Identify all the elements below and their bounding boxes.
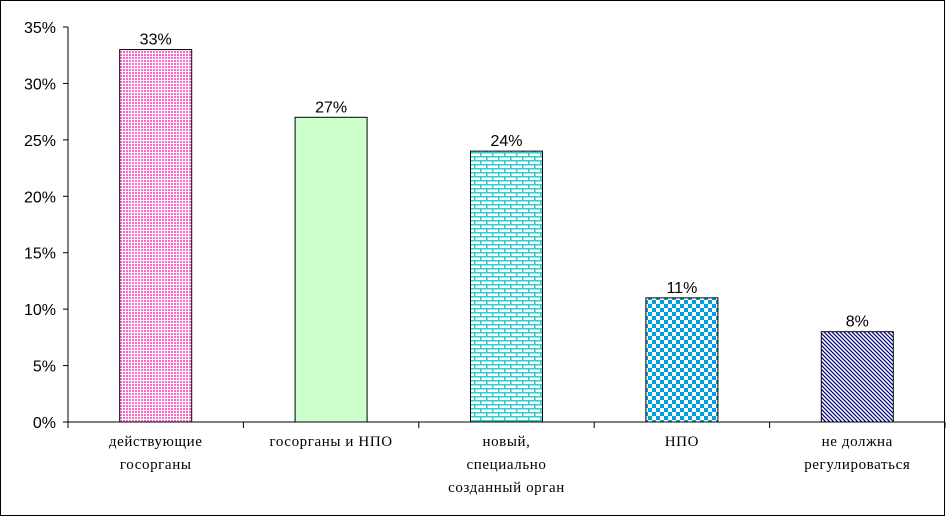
- y-tick-label: 0%: [33, 415, 56, 432]
- bar: [470, 150, 543, 423]
- y-tick-label: 5%: [33, 359, 56, 376]
- data-label: 8%: [846, 314, 869, 331]
- data-label: 11%: [666, 280, 697, 297]
- x-tick-label: действующие: [109, 434, 203, 450]
- x-tick-label: госорганы: [120, 457, 192, 473]
- y-tick-label: 15%: [24, 246, 56, 263]
- bar: [820, 331, 894, 423]
- x-tick-label: НПО: [665, 434, 699, 450]
- x-tick-label: регулироваться: [804, 457, 910, 473]
- data-label: 27%: [315, 99, 347, 116]
- y-tick-label: 35%: [24, 20, 56, 37]
- x-tick-label: созданный орган: [448, 480, 565, 496]
- x-tick-label: новый,: [482, 434, 530, 450]
- x-tick-label: госорганы и НПО: [269, 434, 392, 450]
- y-tick-label: 25%: [24, 133, 56, 150]
- x-tick-label: специально: [466, 457, 546, 473]
- data-label: 33%: [140, 32, 172, 49]
- bar: [119, 49, 193, 423]
- y-tick-label: 20%: [24, 189, 56, 206]
- y-tick-label: 30%: [24, 76, 56, 93]
- x-tick-label: не должна: [822, 434, 893, 450]
- bar: [645, 297, 719, 423]
- y-tick-label: 10%: [24, 302, 56, 319]
- bar: [294, 116, 368, 423]
- data-label: 24%: [490, 133, 522, 150]
